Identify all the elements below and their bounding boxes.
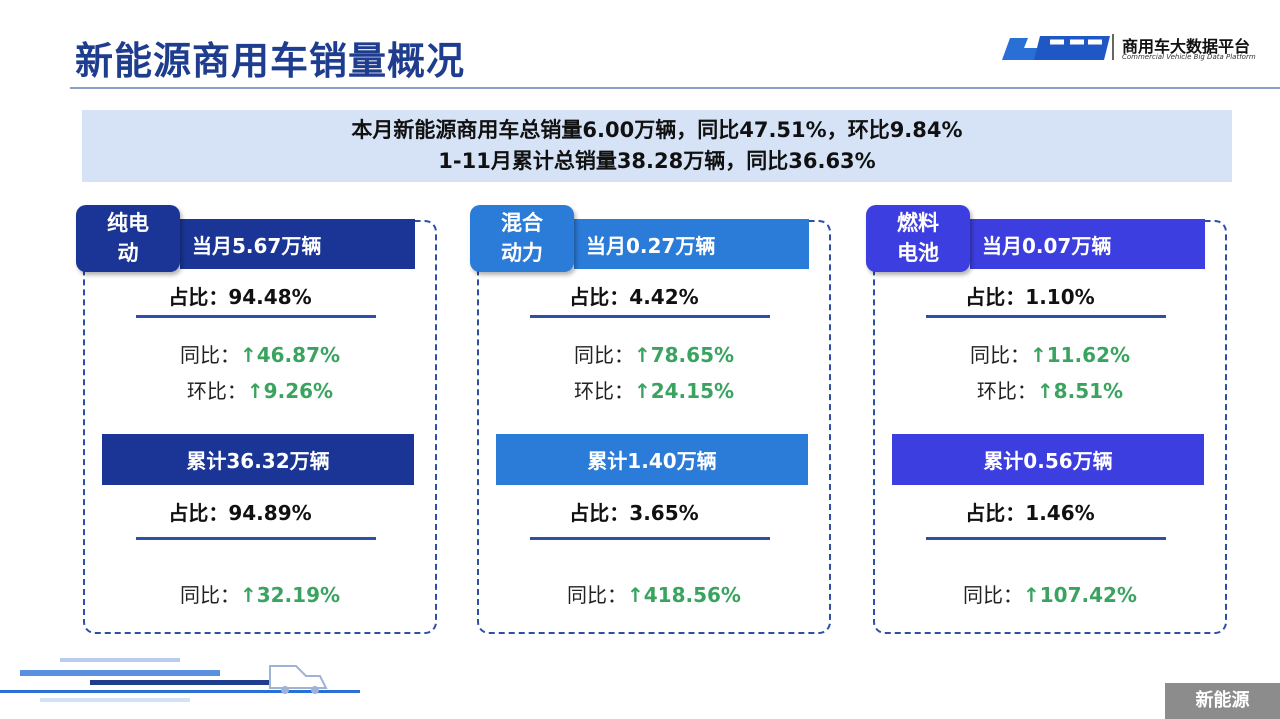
month-yoy-label: 同比：	[969, 343, 1030, 367]
category-tag: 混合 动力	[470, 205, 574, 272]
category-tag: 燃料 电池	[866, 205, 970, 272]
cumulative-yoy-value: ↑32.19%	[239, 583, 341, 607]
month-yoy-value: ↑11.62%	[1029, 343, 1131, 367]
month-share-value: 4.42%	[629, 285, 699, 309]
cumulative-share: 占比：1.46%	[900, 497, 1160, 526]
cumulative-share-label: 占比：	[168, 501, 229, 525]
month-yoy-value: ↑46.87%	[239, 343, 341, 367]
month-share: 占比：4.42%	[504, 281, 764, 310]
cumulative-share-label: 占比：	[569, 501, 630, 525]
cumulative-yoy: 同比：↑418.56%	[504, 579, 804, 608]
cumulative-bar: 累计0.56万辆	[892, 434, 1204, 485]
month-mom-label: 环比：	[573, 379, 634, 403]
month-share: 占比：94.48%	[110, 281, 370, 310]
month-share-value: 94.48%	[228, 285, 312, 309]
logo-name: 商用车大数据平台	[1122, 37, 1251, 56]
underline	[136, 537, 376, 540]
month-mom-value: ↑24.15%	[633, 379, 735, 403]
cumulative-share: 占比：94.89%	[110, 497, 370, 526]
logo-mark	[1002, 34, 1114, 60]
cumulative-yoy-value: ↑418.56%	[627, 583, 741, 607]
summary-line: 1-11月累计总销量38.28万辆，同比36.63%	[438, 149, 876, 173]
cumulative-yoy-label: 同比：	[567, 583, 627, 607]
title: 新能源商用车销量概况	[75, 39, 466, 83]
month-share: 占比：1.10%	[900, 281, 1160, 310]
cumulative-share-value: 94.89%	[228, 501, 312, 525]
logo-subtitle: Commercial Vehicle Big Data Platform	[1122, 53, 1256, 61]
underline	[926, 315, 1166, 318]
cumulative-yoy-label: 同比：	[179, 583, 240, 607]
month-share-label: 占比：	[168, 285, 229, 309]
tag-line: 动力	[501, 241, 543, 265]
month-mom: 环比：↑9.26%	[110, 375, 410, 404]
cumulative-bar: 累计36.32万辆	[102, 434, 414, 485]
cumulative-share-value: 3.65%	[629, 501, 699, 525]
month-mom-label: 环比：	[976, 379, 1037, 403]
cumulative-yoy-label: 同比：	[963, 583, 1023, 607]
cumulative-share: 占比：3.65%	[504, 497, 764, 526]
month-bar: 当月0.07万辆	[970, 219, 1205, 269]
tag-line: 燃料	[897, 211, 939, 235]
underline	[530, 315, 770, 318]
month-yoy-label: 同比：	[179, 343, 240, 367]
month-mom-value: ↑9.26%	[246, 379, 334, 403]
tag-line: 动	[117, 241, 139, 265]
tag-line: 纯电	[107, 211, 149, 235]
tag-line: 电池	[897, 241, 939, 265]
month-yoy-value: ↑78.65%	[633, 343, 735, 367]
cumulative-bar: 累计1.40万辆	[496, 434, 808, 485]
title-rule	[70, 87, 1280, 89]
month-mom-label: 环比：	[186, 379, 247, 403]
underline	[926, 537, 1166, 540]
underline	[530, 537, 770, 540]
footer-tag: 新能源	[1165, 683, 1280, 719]
cumulative-share-value: 1.46%	[1025, 501, 1095, 525]
month-yoy: 同比：↑78.65%	[504, 339, 804, 368]
summary-box: 本月新能源商用车总销量6.00万辆，同比47.51%，环比9.84% 1-11月…	[82, 110, 1232, 182]
month-bar: 当月5.67万辆	[180, 219, 415, 269]
month-mom: 环比：↑8.51%	[900, 375, 1200, 404]
cumulative-yoy: 同比：↑107.42%	[900, 579, 1200, 608]
underline	[136, 315, 376, 318]
month-yoy: 同比：↑46.87%	[110, 339, 410, 368]
cumulative-yoy-value: ↑107.42%	[1023, 583, 1137, 607]
cumulative-yoy: 同比：↑32.19%	[110, 579, 410, 608]
month-yoy-label: 同比：	[573, 343, 634, 367]
month-mom-value: ↑8.51%	[1036, 379, 1124, 403]
month-mom: 环比：↑24.15%	[504, 375, 804, 404]
cumulative-share-label: 占比：	[965, 501, 1026, 525]
month-share-value: 1.10%	[1025, 285, 1095, 309]
tag-line: 混合	[501, 211, 543, 235]
month-bar: 当月0.27万辆	[574, 219, 809, 269]
month-share-label: 占比：	[569, 285, 630, 309]
decoration	[0, 658, 360, 702]
category-tag: 纯电动	[76, 205, 180, 272]
summary-line: 本月新能源商用车总销量6.00万辆，同比47.51%，环比9.84%	[351, 118, 963, 142]
month-share-label: 占比：	[965, 285, 1026, 309]
month-yoy: 同比：↑11.62%	[900, 339, 1200, 368]
